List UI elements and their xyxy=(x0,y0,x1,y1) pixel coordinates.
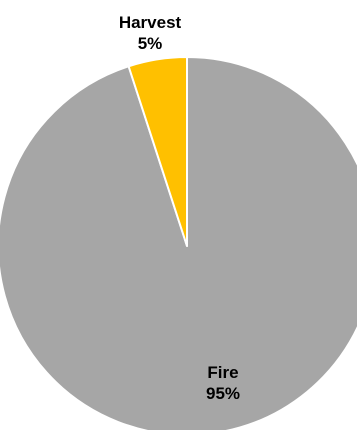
slice-name-label: Harvest xyxy=(119,13,182,32)
pie-label-fire: Fire 95% xyxy=(206,363,240,403)
pie-slice-fire xyxy=(0,56,357,430)
pie-slices xyxy=(0,56,357,430)
slice-percent-label: 5% xyxy=(138,34,163,53)
pie-label-harvest: Harvest 5% xyxy=(119,13,182,53)
pie-labels: Fire 95% Harvest 5% xyxy=(119,13,240,403)
pie-slice-harvest xyxy=(127,56,188,247)
slice-percent-label: 95% xyxy=(206,384,240,403)
slice-name-label: Fire xyxy=(207,363,238,382)
